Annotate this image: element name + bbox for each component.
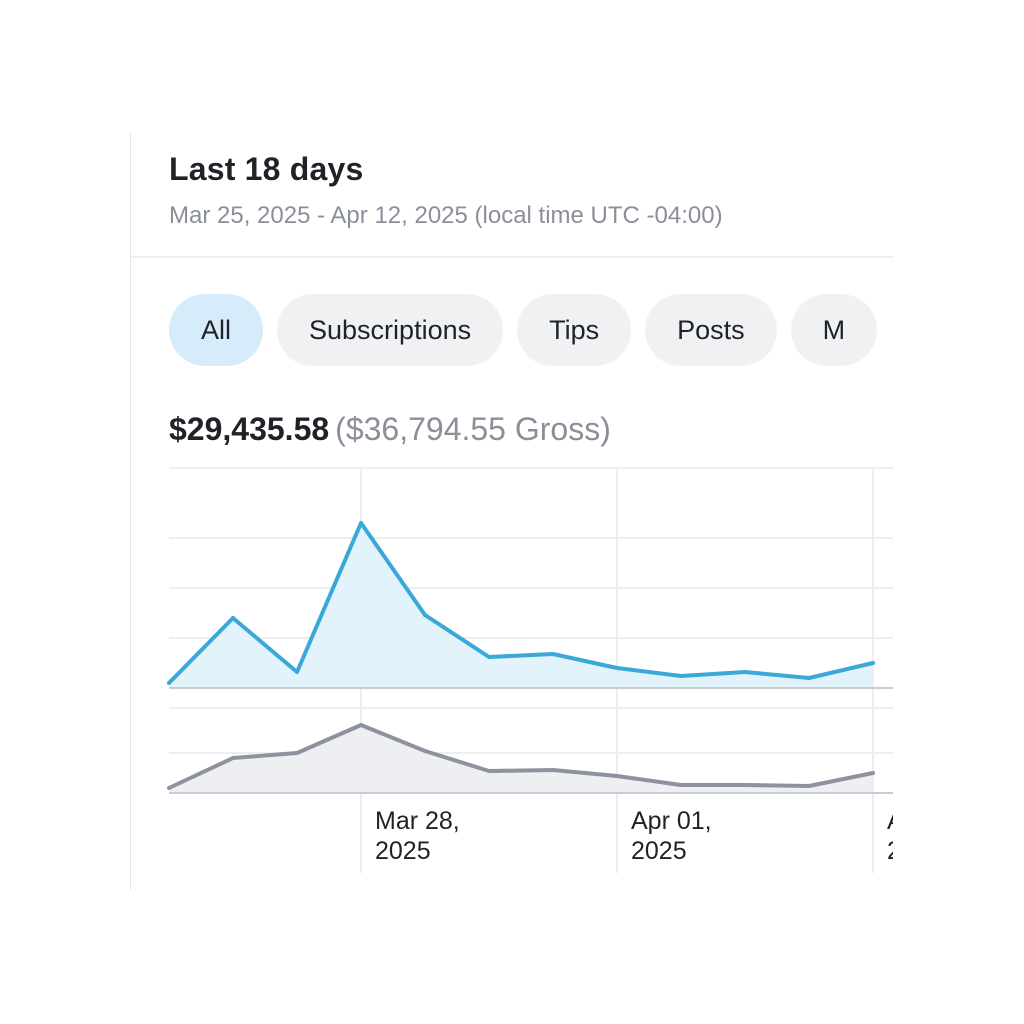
net-line-point <box>871 661 875 665</box>
period-range: Mar 25, 2025 - Apr 12, 2025 (local time … <box>169 202 723 229</box>
gross-line-point <box>359 723 363 727</box>
gross-line-point <box>807 784 811 788</box>
gross-line-point <box>743 783 747 787</box>
period-header: Last 18 days Mar 25, 2025 - Apr 12, 2025… <box>169 151 723 230</box>
net-line-point <box>231 616 235 620</box>
gross-series-line <box>168 723 874 790</box>
net-line-point <box>679 674 683 678</box>
net-amount: $29,435.58 <box>169 411 330 447</box>
gross-line-point <box>295 751 299 755</box>
net-line-point <box>359 521 363 525</box>
net-line-point <box>743 670 747 674</box>
net-line-point <box>423 613 427 617</box>
header-divider <box>131 256 893 258</box>
gross-amount: ($36,794.55 Gross) <box>335 411 611 447</box>
net-line-point <box>487 655 491 659</box>
gross-line-point <box>615 774 619 778</box>
x-tick-label: Mar 28, <box>375 807 460 835</box>
tab-tips[interactable]: Tips <box>517 294 632 366</box>
gross-line-point <box>423 749 427 753</box>
tab-all[interactable]: All <box>169 294 264 366</box>
x-tick-label-year: 2025 <box>887 837 893 865</box>
period-title: Last 18 days <box>169 151 364 187</box>
gross-line-point <box>871 771 875 775</box>
gross-area-fill <box>169 725 873 793</box>
tab-subscriptions[interactable]: Subscriptions <box>277 294 504 366</box>
earnings-panel: Last 18 days Mar 25, 2025 - Apr 12, 2025… <box>130 133 893 890</box>
gross-line-point <box>167 786 171 790</box>
gross-line-point <box>487 769 491 773</box>
x-tick-label: Apr 01, <box>631 807 712 835</box>
tab-messages[interactable]: M <box>790 294 878 366</box>
gross-line-point <box>231 756 235 760</box>
net-line-point <box>167 681 171 685</box>
gross-line-point <box>551 768 555 772</box>
gross-line-point <box>679 783 683 787</box>
net-area-fill <box>169 523 873 688</box>
net-line-point <box>295 670 299 674</box>
net-line-point <box>807 676 811 680</box>
net-series-line <box>167 521 874 685</box>
tab-posts[interactable]: Posts <box>645 294 777 366</box>
x-tick-label-year: 2025 <box>375 837 431 865</box>
net-line-point <box>615 666 619 670</box>
filter-tabs: All Subscriptions Tips Posts M <box>169 294 891 366</box>
earnings-totals: $29,435.58 ($36,794.55 Gross) <box>169 411 611 448</box>
x-tick-label: Apr 05, <box>887 807 893 835</box>
x-tick-label-year: 2025 <box>631 837 687 865</box>
net-line-point <box>551 652 555 656</box>
